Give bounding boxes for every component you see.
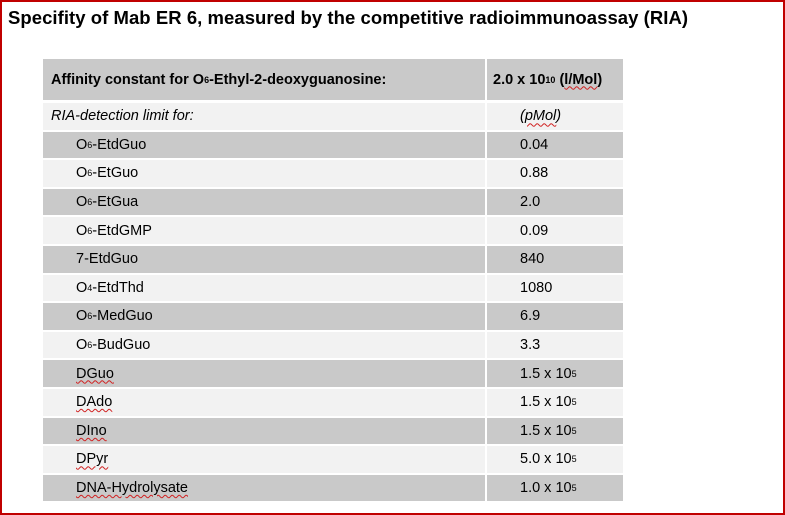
detection-limit-unit-cell: (pMol) xyxy=(487,103,623,130)
table-header-row: Affinity constant for O 6 -Ethyl-2-deoxygu… xyxy=(43,59,623,100)
detection-limit-label: RIA-detection limit for: xyxy=(43,103,485,130)
affinity-label-suffix: -Ethyl-2-deoxyguanosine: xyxy=(209,71,387,88)
value-base: 1.5 x 10 xyxy=(520,422,572,439)
detection-value: 1.5 x 10 5 xyxy=(487,417,623,445)
table-row: DIno 1.5 x 10 5 xyxy=(43,417,623,445)
compound-name: DPyr xyxy=(43,446,485,473)
detection-value: 1.5 x 10 5 xyxy=(487,360,623,387)
table-row: DAdo 1.5 x 10 5 xyxy=(43,388,623,416)
affinity-value-base: 2.0 x 10 xyxy=(493,71,546,88)
detection-value: 840 xyxy=(487,245,623,273)
unit-close: ) xyxy=(556,108,562,125)
affinity-unit-close: ) xyxy=(597,71,603,88)
compound-name: DAdo xyxy=(43,388,485,416)
compound-name: O 6 -EtdGuo xyxy=(43,131,485,159)
table-row: DPyr 5.0 x 10 5 xyxy=(43,446,623,473)
detection-value: 0.04 xyxy=(487,131,623,159)
affinity-value: 2.0 x 10 10 (l/Mol) xyxy=(487,59,623,100)
table-row: O 4 -EtdThd 1080 xyxy=(43,274,623,302)
affinity-label-prefix: Affinity constant for O xyxy=(51,71,205,88)
table-row: O 6 -EtGua 2.0 xyxy=(43,188,623,216)
compound-suffix: -EtGuo xyxy=(92,165,139,182)
detection-value: 0.88 xyxy=(487,160,623,187)
document-title: Specifity of Mab ER 6, measured by the c… xyxy=(8,7,689,28)
compound-prefix: O xyxy=(76,279,88,296)
compound-suffix: -EtGua xyxy=(92,194,139,211)
detection-value: 1.5 x 10 5 xyxy=(487,388,623,416)
table-row: 7-EtdGuo 840 xyxy=(43,245,623,273)
compound-prefix: O xyxy=(76,308,88,325)
detection-value: 0.09 xyxy=(487,217,623,244)
unit-pmol: pMol xyxy=(524,108,557,125)
compound-suffix: -MedGuo xyxy=(92,308,153,325)
table-row: O 6 -BudGuo 3.3 xyxy=(43,331,623,359)
compound-label: DPyr xyxy=(76,451,109,468)
value-base: 1.5 x 10 xyxy=(520,365,572,382)
compound-name: O 6 -MedGuo xyxy=(43,303,485,330)
compound-prefix: O xyxy=(76,136,88,153)
specificity-table: Affinity constant for O 6 -Ethyl-2-deoxygu… xyxy=(43,59,623,503)
compound-suffix: -EtdGMP xyxy=(92,222,152,239)
detection-value: 3.3 xyxy=(487,331,623,359)
compound-name: O 6 -EtGuo xyxy=(43,160,485,187)
detection-value: 1.0 x 10 5 xyxy=(487,474,623,502)
compound-prefix: 7-EtdGuo xyxy=(76,251,139,268)
detection-value: 2.0 xyxy=(487,188,623,216)
table-row: O 6 -MedGuo 6.9 xyxy=(43,303,623,330)
affinity-unit: l/Mol xyxy=(564,71,598,88)
compound-suffix: -EtdThd xyxy=(92,279,144,296)
compound-prefix: O xyxy=(76,194,88,211)
table-row: DNA-Hydrolysate 1.0 x 10 5 xyxy=(43,474,623,502)
value-base: 1.0 x 10 xyxy=(520,480,572,497)
compound-name: O 6 -BudGuo xyxy=(43,331,485,359)
detection-value: 6.9 xyxy=(487,303,623,330)
compound-name: DGuo xyxy=(43,360,485,387)
compound-prefix: O xyxy=(76,165,88,182)
compound-name: DNA-Hydrolysate xyxy=(43,474,485,502)
table-row: O 6 -EtdGMP 0.09 xyxy=(43,217,623,244)
compound-name: O 6 -EtGua xyxy=(43,188,485,216)
value-base: 1.5 x 10 xyxy=(520,394,572,411)
compound-label: DGuo xyxy=(76,365,114,382)
compound-suffix: -BudGuo xyxy=(92,337,151,354)
table-row: DGuo 1.5 x 10 5 xyxy=(43,360,623,387)
compound-label: DNA-Hydrolysate xyxy=(76,480,188,497)
affinity-unit-open: ( xyxy=(555,71,565,88)
compound-name: 7-EtdGuo xyxy=(43,245,485,273)
detection-value: 1080 xyxy=(487,274,623,302)
compound-label: DAdo xyxy=(76,394,113,411)
compound-name: DIno xyxy=(43,417,485,445)
compound-label: DIno xyxy=(76,422,107,439)
table-row: O 6 -EtdGuo 0.04 xyxy=(43,131,623,159)
compound-prefix: O xyxy=(76,337,88,354)
compound-name: O 4 -EtdThd xyxy=(43,274,485,302)
value-base: 5.0 x 10 xyxy=(520,451,572,468)
affinity-label: Affinity constant for O 6 -Ethyl-2-deoxygu… xyxy=(43,59,485,100)
detection-value: 5.0 x 10 5 xyxy=(487,446,623,473)
unit-open: ( xyxy=(520,108,525,125)
compound-prefix: O xyxy=(76,222,88,239)
detection-limit-row: RIA-detection limit for: (pMol) xyxy=(43,103,623,130)
table-row: O 6 -EtGuo 0.88 xyxy=(43,160,623,187)
compound-suffix: -EtdGuo xyxy=(92,136,147,153)
compound-name: O 6 -EtdGMP xyxy=(43,217,485,244)
